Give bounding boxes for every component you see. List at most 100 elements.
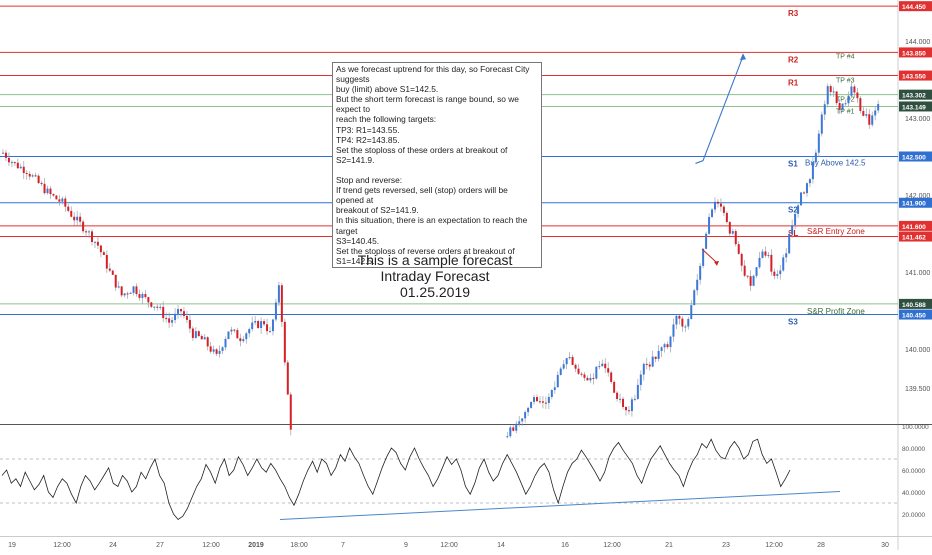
- level-price-label-sl: 141.600: [902, 224, 926, 231]
- level-price-box-r3: [899, 1, 932, 12]
- candle-body: [43, 183, 46, 194]
- candle-body: [194, 331, 197, 338]
- candle-body: [619, 398, 622, 400]
- time-tick-label: 2019: [248, 542, 264, 549]
- candle-body: [716, 201, 719, 204]
- candle-body: [67, 206, 70, 211]
- note-line: S3=140.45.: [336, 235, 380, 246]
- candle-body: [684, 326, 687, 328]
- candle-body: [740, 253, 743, 266]
- candle-body: [779, 270, 782, 275]
- candle-body: [868, 114, 871, 125]
- level-price-box-s2: [899, 197, 932, 208]
- candle-body: [70, 210, 73, 217]
- candle-body: [22, 166, 25, 173]
- price-tick-label: 139.500: [905, 386, 930, 393]
- tp-label: TP #1: [836, 108, 855, 115]
- candle-body: [269, 331, 271, 333]
- candle-body: [702, 248, 705, 266]
- candle-body: [55, 195, 58, 200]
- note-line: buy (limit) above S1=142.5.: [336, 84, 439, 95]
- price-tick-label: 142.000: [905, 193, 930, 200]
- candle-body: [120, 286, 123, 296]
- candle-body: [850, 86, 853, 96]
- time-tick-label: 14: [497, 542, 505, 549]
- candle-body: [159, 306, 162, 308]
- time-tick-label: 18:00: [290, 542, 308, 549]
- candle-body: [73, 216, 76, 221]
- level-price-box-tp2: [899, 89, 932, 100]
- rsi-tick-label: 20.0000: [902, 512, 926, 519]
- candle-body: [601, 363, 604, 367]
- candle-body: [141, 294, 144, 298]
- candle-body: [571, 357, 574, 365]
- candle-body: [150, 302, 153, 307]
- candle-body: [663, 344, 666, 348]
- candle-body: [811, 162, 814, 180]
- rsi-tick-label: 60.0000: [902, 468, 926, 475]
- candle-body: [536, 397, 538, 402]
- candle-body: [227, 331, 230, 340]
- note-line: But the short term forecast is range bou…: [336, 94, 522, 115]
- candle-body: [521, 418, 524, 422]
- candle-body: [788, 233, 791, 254]
- candle-body: [248, 329, 251, 334]
- candle-body: [826, 86, 829, 105]
- candle-body: [171, 320, 174, 323]
- candle-body: [7, 157, 10, 163]
- candle-body: [800, 192, 803, 206]
- candle-body: [636, 384, 639, 399]
- candle-body: [871, 115, 874, 125]
- level-price-label-s1: 142.500: [902, 154, 926, 161]
- level-price-box-r2: [899, 47, 932, 58]
- level-tag-r3: R3: [788, 9, 799, 18]
- candle-body: [586, 377, 589, 381]
- forecast-arrow-up-head: [740, 53, 746, 61]
- candle-body: [40, 183, 43, 185]
- candle-body: [117, 286, 120, 288]
- candle-body: [52, 194, 55, 196]
- level-price-label-r1: 143.550: [902, 74, 926, 81]
- candle-body: [91, 231, 93, 243]
- candle-body: [690, 305, 693, 320]
- candle-body: [856, 92, 859, 99]
- time-tick-label: 19: [8, 542, 16, 549]
- level-tag-r1: R1: [788, 79, 799, 88]
- price-tick-label: 140.000: [905, 347, 930, 354]
- time-tick-label: 30: [881, 542, 889, 549]
- candle-body: [2, 152, 4, 154]
- time-tick-label: 12:00: [440, 542, 458, 549]
- candle-body: [595, 366, 598, 379]
- candle-body: [853, 86, 856, 93]
- candle-body: [13, 162, 16, 164]
- candle-body: [144, 294, 147, 298]
- candle-body: [191, 328, 194, 338]
- candle-body: [185, 315, 188, 320]
- candle-body: [687, 319, 690, 327]
- candle-body: [277, 285, 280, 303]
- candle-body: [755, 267, 758, 276]
- candle-body: [660, 347, 663, 351]
- note-line: reach the following targets:: [336, 114, 437, 125]
- candle-body: [669, 336, 672, 348]
- candle-body: [206, 337, 209, 347]
- candle-body: [651, 356, 654, 367]
- candle-body: [598, 366, 601, 368]
- candle-body: [874, 110, 877, 116]
- candle-body: [28, 173, 31, 177]
- candle-body: [31, 175, 34, 177]
- candle-body: [266, 324, 269, 332]
- candle-body: [725, 212, 728, 223]
- candle-body: [568, 357, 571, 359]
- candle-body: [616, 392, 619, 399]
- candle-body: [805, 183, 808, 194]
- candle-body: [544, 402, 547, 404]
- candle-body: [752, 275, 755, 286]
- rsi-trendline: [279, 490, 841, 520]
- candle-body: [808, 179, 811, 184]
- candle-body: [550, 389, 553, 397]
- candle-body: [823, 104, 826, 115]
- candle-body: [85, 231, 88, 233]
- candle-body: [630, 399, 633, 412]
- candle-body: [734, 231, 737, 245]
